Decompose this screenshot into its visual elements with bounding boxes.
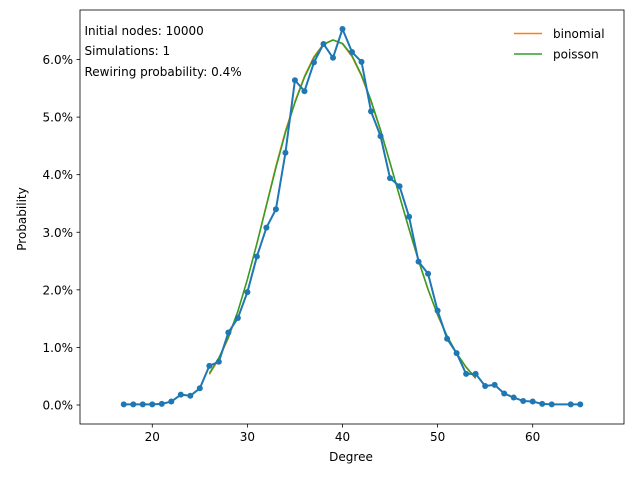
data-point-observed: [453, 350, 460, 357]
data-point-observed: [329, 54, 336, 61]
data-point-observed: [548, 401, 555, 408]
data-point-observed: [482, 383, 489, 389]
y-tick-label: 3.0%: [43, 226, 74, 240]
data-point-observed: [539, 400, 546, 407]
x-tick-label: 30: [240, 430, 255, 444]
data-point-observed: [272, 206, 279, 213]
data-point-observed: [444, 335, 451, 342]
data-point-observed: [501, 390, 508, 397]
data-point-observed: [130, 401, 137, 408]
plot-area: [120, 26, 584, 408]
annotation-rewiring-probability: Rewiring probability: 0.4%: [85, 65, 242, 79]
data-point-observed: [491, 381, 498, 388]
data-point-observed: [253, 253, 260, 260]
data-point-observed: [339, 26, 346, 32]
legend: binomial poisson: [514, 27, 605, 62]
data-point-observed: [187, 392, 194, 399]
data-point-observed: [244, 289, 251, 296]
annotation-simulations: Simulations: 1: [85, 44, 171, 58]
y-tick-label: 1.0%: [43, 341, 74, 355]
data-point-observed: [320, 40, 327, 47]
data-point-observed: [149, 401, 156, 408]
x-tick-label: 50: [430, 430, 445, 444]
data-point-observed: [196, 385, 203, 392]
data-point-observed: [520, 397, 527, 404]
series-line-poisson: [208, 39, 477, 379]
data-point-observed: [139, 401, 146, 408]
legend-label-poisson: poisson: [553, 48, 599, 62]
data-point-observed: [120, 401, 127, 408]
data-point-observed: [263, 224, 270, 231]
data-point-observed: [510, 394, 517, 401]
y-axis-label: Probability: [15, 187, 29, 250]
data-point-observed: [282, 149, 289, 156]
data-point-observed: [567, 401, 574, 408]
x-tick-label: 40: [335, 430, 350, 444]
axes: 20 30 40 50 60 0.0% 1.0% 2.0% 3.0% 4.0% 5.0% 6.0%: [43, 9, 625, 444]
data-point-observed: [463, 370, 470, 377]
y-tick-label: 0.0%: [43, 398, 74, 412]
data-point-observed: [368, 108, 375, 115]
y-tick-label: 2.0%: [43, 283, 74, 297]
data-point-observed: [291, 77, 298, 84]
data-point-observed: [234, 315, 241, 322]
x-axis-label: Degree: [329, 450, 373, 464]
legend-label-binomial: binomial: [553, 27, 605, 41]
data-point-observed: [387, 175, 394, 182]
data-point-observed: [358, 58, 365, 65]
data-point-observed: [349, 49, 355, 56]
data-point-observed: [472, 370, 479, 377]
data-point-observed: [434, 307, 441, 314]
y-tick-label: 6.0%: [43, 53, 74, 67]
x-tick-label: 60: [525, 430, 540, 444]
data-point-observed: [396, 183, 403, 190]
data-point-observed: [158, 400, 165, 407]
x-tick-label: 20: [145, 430, 160, 444]
data-point-observed: [406, 213, 413, 220]
data-point-observed: [215, 358, 222, 365]
y-tick-label: 4.0%: [43, 168, 74, 182]
annotation-initial-nodes: Initial nodes: 10000: [85, 24, 204, 38]
data-point-observed: [310, 59, 317, 66]
data-point-observed: [206, 362, 213, 369]
data-point-observed: [415, 258, 422, 265]
data-point-observed: [301, 88, 308, 95]
data-point-observed: [168, 398, 175, 405]
data-point-observed: [177, 391, 184, 398]
y-tick-label: 5.0%: [43, 111, 74, 125]
data-point-observed: [377, 133, 384, 140]
data-point-observed: [425, 270, 432, 277]
data-point-observed: [529, 398, 536, 405]
data-point-observed: [225, 329, 232, 336]
data-point-observed: [577, 401, 584, 408]
axes-frame: [79, 9, 625, 425]
